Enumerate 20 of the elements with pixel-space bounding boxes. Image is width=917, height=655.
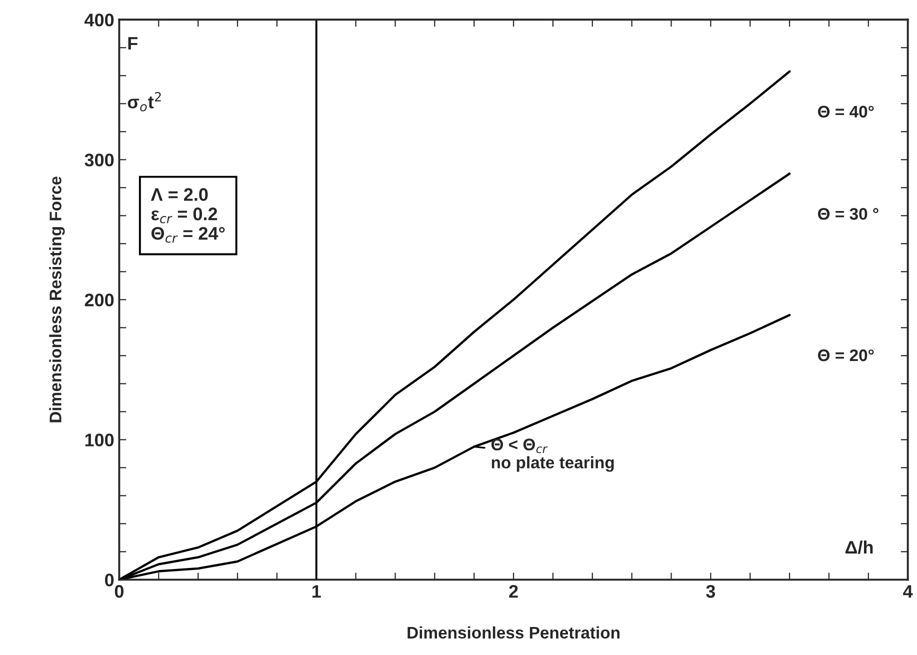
y-tick-label: 0 xyxy=(105,574,114,586)
annotation: Λ = 2.0 ε$_{cr}$ = 0.2 Θ$_{cr}$ = 24° xyxy=(150,188,225,243)
text: Θ = 30 ° xyxy=(818,208,878,220)
annotation: F xyxy=(128,37,138,50)
y-tick-label: 300 xyxy=(84,154,114,166)
text: Θ = 40° xyxy=(818,106,874,118)
y-tick-label: 100 xyxy=(85,434,114,446)
annotation: σ$_{o}$t$^{2}$ xyxy=(128,92,161,112)
x-tick-label: 4 xyxy=(903,585,913,598)
annotation: Θ < Θ$_{cr}$ no plate tearing xyxy=(491,438,614,472)
x-tick-label: 0 xyxy=(114,585,124,598)
x-tick-label: 2 xyxy=(509,585,518,598)
x-tick-label: 1 xyxy=(312,585,321,598)
x-axis-title: Dimensionless Penetration xyxy=(408,626,620,639)
annotation: Δ/h xyxy=(845,540,873,554)
y-axis-title: Dimensionless Resisting Force xyxy=(49,176,65,422)
x-tick-label: 3 xyxy=(706,585,716,598)
y-tick-label: 200 xyxy=(84,294,114,306)
y-tick-label: 400 xyxy=(84,14,114,26)
text: Θ = 20° xyxy=(818,349,874,362)
